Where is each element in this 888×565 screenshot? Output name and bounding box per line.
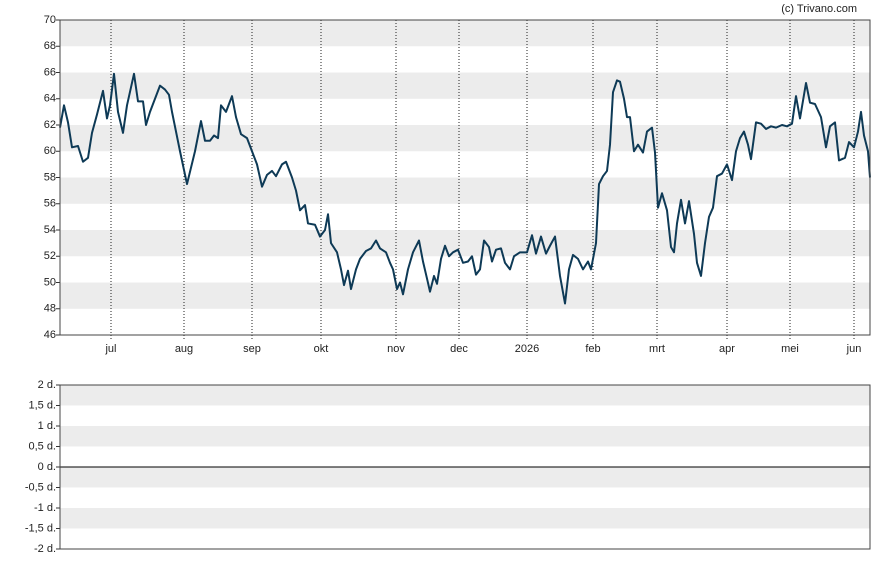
y-tick-label: -1 d. xyxy=(34,502,56,514)
plot-frame xyxy=(59,19,871,336)
y-tick-label: 52 xyxy=(44,250,56,262)
y-tick-label: 64 xyxy=(44,93,56,105)
y-tick-label: 62 xyxy=(44,119,56,131)
x-tick-label: jul xyxy=(104,343,116,355)
y-tick-label: 1 d. xyxy=(38,420,56,432)
y-tick-label: 68 xyxy=(44,40,56,52)
band xyxy=(60,20,870,47)
price-line xyxy=(59,72,871,305)
y-tick-label: 70 xyxy=(44,14,56,26)
x-tick-label: jun xyxy=(846,343,862,355)
y-tick-label: 58 xyxy=(44,171,56,183)
band xyxy=(60,385,870,406)
band xyxy=(60,72,870,99)
y-tick-label: -1,5 d. xyxy=(25,522,56,534)
band xyxy=(60,230,870,257)
y-tick-label: 46 xyxy=(44,329,56,341)
band xyxy=(60,467,870,488)
plot-frame xyxy=(59,384,871,550)
y-tick-label: 54 xyxy=(44,224,56,236)
y-tick-label: 2 d. xyxy=(38,379,56,391)
y-tick-label: 0 d. xyxy=(38,461,56,473)
band xyxy=(60,426,870,447)
y-tick-label: 66 xyxy=(44,66,56,78)
y-tick-label: 0,5 d. xyxy=(28,440,56,452)
band xyxy=(60,508,870,529)
x-tick-label: mrt xyxy=(649,343,665,355)
x-tick-label: mei xyxy=(781,343,799,355)
x-tick-label: sep xyxy=(243,343,261,355)
x-tick-label: aug xyxy=(175,343,193,355)
x-tick-label: feb xyxy=(585,343,600,355)
x-tick-label: nov xyxy=(387,343,405,355)
x-tick-label: okt xyxy=(314,343,329,355)
y-tick-label: 48 xyxy=(44,303,56,315)
x-tick-label: dec xyxy=(450,343,468,355)
y-tick-label: -2 d. xyxy=(34,543,56,555)
copyright: (c) Trivano.com xyxy=(781,3,857,15)
x-tick-label: 2026 xyxy=(515,343,539,355)
band xyxy=(60,282,870,309)
y-tick-label: -0,5 d. xyxy=(25,481,56,493)
band xyxy=(60,177,870,204)
x-tick-label: apr xyxy=(719,343,735,355)
y-tick-label: 56 xyxy=(44,198,56,210)
y-tick-label: 1,5 d. xyxy=(28,399,56,411)
y-tick-label: 50 xyxy=(44,276,56,288)
y-tick-label: 60 xyxy=(44,145,56,157)
